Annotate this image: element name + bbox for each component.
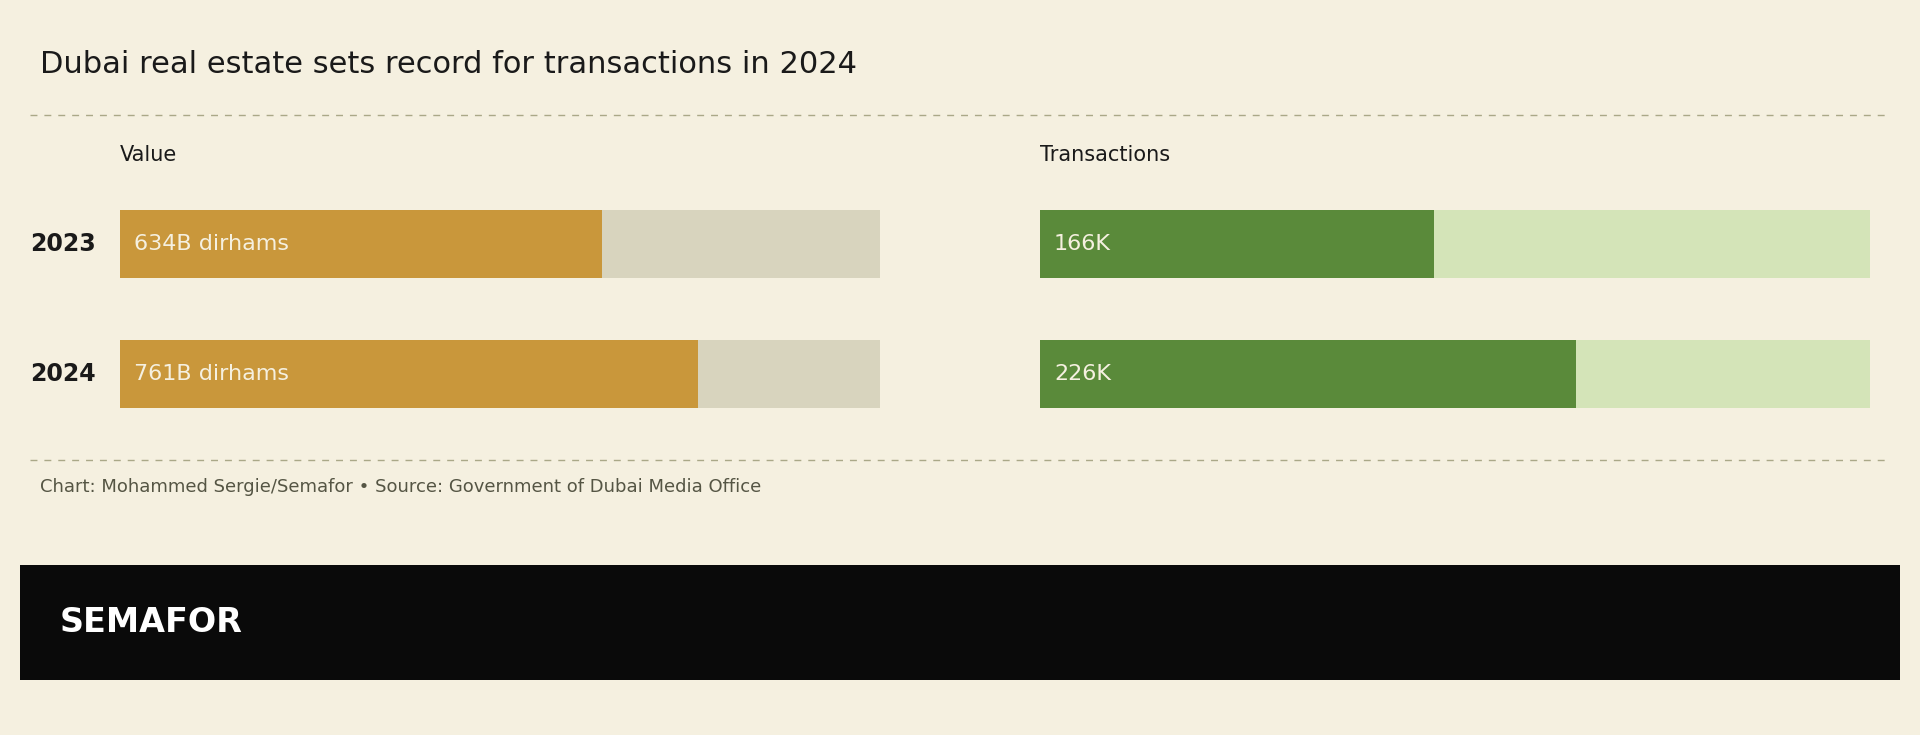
Bar: [119, 210, 601, 278]
Bar: [1041, 340, 1576, 408]
Text: Chart: Mohammed Sergie/Semafor • Source: Government of Dubai Media Office: Chart: Mohammed Sergie/Semafor • Source:…: [40, 478, 760, 496]
Text: Value: Value: [119, 145, 177, 165]
Bar: [119, 340, 699, 408]
Text: 226K: 226K: [1054, 364, 1112, 384]
Text: SEMAFOR: SEMAFOR: [60, 606, 242, 639]
Text: Dubai real estate sets record for transactions in 2024: Dubai real estate sets record for transa…: [40, 50, 856, 79]
Bar: [1041, 210, 1870, 278]
Text: 2023: 2023: [31, 232, 96, 256]
Text: 2024: 2024: [31, 362, 96, 386]
Bar: [19, 565, 1901, 680]
Text: 761B dirhams: 761B dirhams: [134, 364, 290, 384]
Bar: [1041, 210, 1434, 278]
Bar: [119, 210, 879, 278]
Bar: [1041, 340, 1870, 408]
Text: 166K: 166K: [1054, 234, 1112, 254]
Text: Transactions: Transactions: [1041, 145, 1169, 165]
Text: 634B dirhams: 634B dirhams: [134, 234, 290, 254]
Bar: [119, 340, 879, 408]
